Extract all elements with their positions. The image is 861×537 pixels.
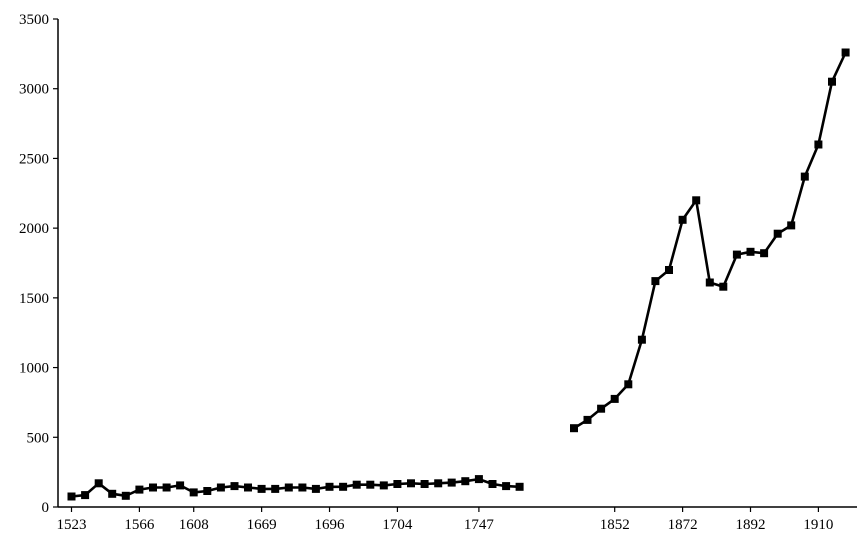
x-tick-label: 1852	[600, 517, 630, 533]
data-point	[610, 394, 619, 403]
data-point	[94, 479, 103, 488]
data-point	[162, 483, 171, 492]
x-tick-label: 1696	[315, 517, 346, 533]
data-point	[705, 278, 714, 287]
data-point	[420, 480, 429, 488]
data-point	[257, 484, 266, 493]
y-tick-label: 3500	[19, 12, 49, 28]
data-point	[311, 484, 320, 493]
data-point	[284, 483, 293, 492]
data-point	[176, 481, 185, 490]
data-point	[298, 483, 307, 492]
data-point	[393, 480, 402, 488]
data-point	[339, 482, 348, 491]
data-point	[746, 247, 755, 256]
data-point	[216, 483, 225, 492]
x-tick-label: 1747	[464, 517, 495, 533]
plot-area	[67, 48, 850, 501]
data-point	[474, 475, 483, 484]
y-tick-label: 2500	[19, 151, 49, 167]
x-tick-label: 1704	[382, 517, 413, 533]
data-point	[149, 483, 157, 492]
data-point	[637, 335, 646, 344]
x-tick-label: 1892	[736, 517, 766, 533]
y-tick-label: 500	[27, 430, 50, 446]
series-line-1	[71, 477, 520, 498]
x-tick-label: 1523	[57, 517, 87, 533]
y-tick-label: 3000	[19, 82, 49, 98]
x-tick-label: 1910	[803, 517, 833, 533]
y-tick-label: 2000	[19, 221, 49, 237]
data-point	[121, 491, 130, 500]
y-tick-label: 1000	[19, 361, 49, 377]
data-point	[787, 221, 796, 230]
series-line-2	[573, 51, 847, 430]
data-point	[271, 484, 280, 493]
data-point	[67, 492, 76, 501]
x-axis: 1523 1566 1608 1669 1696 1704 1747 1852 1872 1892…	[57, 506, 857, 533]
data-point	[108, 489, 117, 498]
data-point	[597, 404, 606, 413]
data-point	[624, 380, 633, 389]
data-point	[379, 481, 388, 490]
data-point	[651, 277, 660, 286]
data-point	[434, 479, 443, 488]
data-point	[800, 172, 809, 181]
data-point	[773, 229, 782, 238]
data-point	[230, 482, 239, 491]
data-point	[244, 483, 252, 492]
y-tick-label: 1500	[19, 291, 49, 307]
data-point	[81, 491, 90, 500]
data-point	[447, 478, 456, 487]
data-point	[665, 266, 673, 274]
data-point	[570, 424, 578, 433]
data-point	[407, 479, 415, 488]
data-point	[352, 480, 361, 489]
data-point	[203, 487, 212, 495]
data-point	[502, 482, 511, 491]
x-tick-label: 1566	[124, 517, 155, 533]
data-point	[366, 480, 375, 489]
data-point	[488, 480, 497, 488]
data-point	[135, 485, 144, 494]
data-point	[325, 482, 334, 491]
data-point	[692, 196, 701, 205]
y-axis: 0 500 1000 1500 2000 2500 3000 3500	[19, 12, 59, 516]
y-tick-label: 0	[42, 500, 50, 516]
data-point	[583, 415, 592, 424]
data-point	[732, 250, 741, 259]
x-tick-label: 1608	[179, 517, 209, 533]
data-point	[841, 48, 850, 57]
x-tick-label: 1669	[247, 517, 277, 533]
data-point	[461, 477, 470, 486]
data-point	[678, 215, 687, 224]
data-point	[828, 77, 836, 86]
data-point	[189, 488, 198, 497]
x-tick-label: 1872	[668, 517, 698, 533]
data-point	[719, 282, 728, 291]
data-point	[814, 140, 823, 149]
data-point	[515, 482, 524, 491]
data-point	[760, 249, 769, 258]
